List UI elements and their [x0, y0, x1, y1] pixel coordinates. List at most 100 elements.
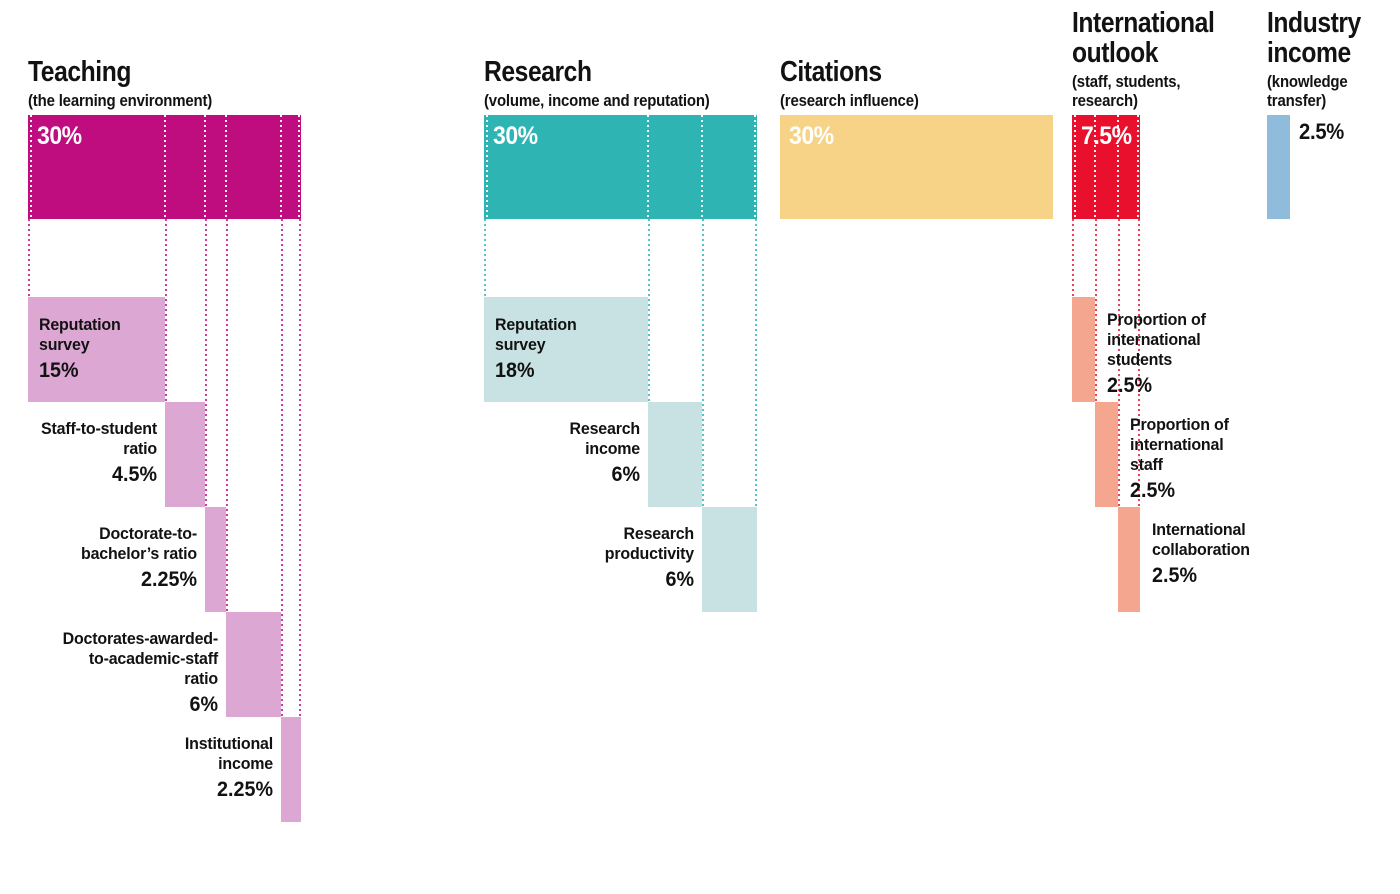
connector-dotted-line	[755, 219, 757, 507]
category-title-line: income	[1267, 37, 1351, 69]
sub-label-line: income	[217, 754, 273, 773]
connector-dotted-line	[647, 219, 650, 402]
sub-label-line: Doctorates-awarded-	[62, 629, 219, 648]
sub-label-line: collaboration	[1152, 540, 1251, 559]
category-header: International outlook (staff, students, res…	[1072, 8, 1240, 110]
sub-bar-label-doctorates-awarded-to-academic-staff-ratio: Doctorates-awarded-to-academic-staff rati…	[49, 629, 219, 717]
sub-label-line: ratio	[184, 669, 218, 688]
category-subtitle-line: (knowledge	[1267, 72, 1348, 91]
category-subtitle: (staff, students, research)	[1072, 72, 1219, 110]
category-subtitle-line: transfer)	[1267, 91, 1327, 110]
bar-divider-dotted-line	[1093, 115, 1096, 219]
main-bar-value: 2.5%	[1298, 119, 1344, 144]
sub-label-line: ratio	[122, 439, 157, 458]
sub-label-line: to-academic-staff	[88, 649, 218, 668]
sub-bar-value: 18%	[495, 359, 535, 382]
connector-dotted-line	[280, 219, 283, 717]
sub-bar-proportion-of-international-staff	[1094, 402, 1118, 507]
sub-bar-proportion-of-international-students	[1072, 297, 1095, 402]
sub-label-line: international	[1106, 330, 1201, 349]
bar-divider-dotted-line	[163, 115, 166, 219]
sub-bar-doctorates-awarded-to-academic-staff-ratio	[225, 612, 281, 717]
bar-edge-dotted-line	[1073, 115, 1076, 219]
bar-divider-dotted-line	[224, 115, 227, 219]
sub-label-line: Research	[623, 524, 695, 543]
sub-label-line: income	[584, 439, 640, 458]
sub-bar-doctorate-to-bachelor-s-ratio	[205, 507, 226, 612]
sub-bar-value: 6%	[611, 463, 640, 486]
category-subtitle-line: (the learning environment)	[28, 91, 213, 110]
main-bar-value: 30%	[493, 122, 538, 150]
sub-bar-international-collaboration	[1117, 507, 1141, 612]
category-subtitle-line: (staff, students,	[1072, 72, 1181, 91]
sub-label-line: international	[1129, 435, 1224, 454]
bar-edge-dotted-line	[485, 115, 488, 219]
connector-dotted-line	[1072, 219, 1074, 297]
category-subtitle-line: (research influence)	[780, 91, 919, 110]
category-title-line: Citations	[780, 56, 882, 88]
sub-bar-label-staff-to-student-ratio: Staff-to-student ratio 4.5%	[0, 419, 157, 487]
sub-bar-value: 4.5%	[111, 463, 157, 486]
bar-edge-dotted-line	[29, 115, 32, 219]
sub-label-line: students	[1106, 350, 1172, 369]
main-bar-teaching: 30%	[28, 115, 301, 219]
connector-dotted-line	[1094, 219, 1097, 402]
category-title-line: International	[1072, 7, 1215, 39]
category-subtitle: (volume, income and reputation)	[484, 91, 710, 110]
category-subtitle: (research influence)	[780, 91, 919, 110]
category-subtitle: (the learning environment)	[28, 91, 212, 110]
category-title: Citations	[780, 57, 914, 87]
sub-bar-value: 2.5%	[1106, 374, 1152, 397]
sub-label-line: Institutional	[184, 734, 273, 753]
sub-label-line: Proportion of	[1106, 310, 1206, 329]
sub-bar-label-research-income: Research income 6%	[471, 419, 640, 487]
category-title: International outlook	[1072, 7, 1215, 69]
bar-edge-dotted-line	[297, 115, 300, 219]
bar-divider-dotted-line	[646, 115, 649, 219]
category-subtitle-line: (volume, income and reputation)	[484, 91, 710, 110]
connector-dotted-line	[28, 219, 30, 297]
main-bar-research: 30%	[484, 115, 757, 219]
sub-label-line: Proportion of	[1129, 415, 1229, 434]
connector-dotted-line	[205, 219, 208, 507]
connector-dotted-line	[1117, 219, 1120, 507]
sub-bar-research-income	[647, 402, 703, 507]
sub-bar-label-proportion-of-international-staff: Proportion of international staff 2.5%	[1130, 415, 1271, 503]
bar-divider-dotted-line	[279, 115, 282, 219]
bar-divider-dotted-line	[701, 115, 704, 219]
sub-bar-label-international-collaboration: International collaboration 2.5%	[1152, 520, 1293, 588]
sub-label-line: staff	[1129, 455, 1163, 474]
sub-bar-value: 6%	[189, 693, 218, 716]
sub-bar-label-institutional-income: Institutional income 2.25%	[103, 734, 272, 802]
connector-dotted-line	[299, 219, 301, 717]
sub-label-line: Reputation	[495, 315, 577, 334]
category-header: Citations (research influence)	[780, 57, 938, 110]
sub-label-line: Doctorate-to-	[99, 524, 198, 543]
bar-divider-dotted-line	[204, 115, 207, 219]
sub-bar-value: 2.5%	[1152, 564, 1198, 587]
sub-bar-value: 2.5%	[1129, 479, 1175, 502]
main-bar-value: 30%	[37, 122, 82, 150]
main-bar-industry-income	[1267, 115, 1290, 219]
sub-label-line: International	[1152, 520, 1246, 539]
category-title-line: Teaching	[28, 56, 131, 88]
sub-label-line: survey	[39, 335, 90, 354]
category-header: Industry income (knowledge transfer)	[1267, 8, 1377, 110]
connector-dotted-line	[225, 219, 228, 612]
sub-bar-value: 15%	[39, 359, 79, 382]
sub-label-line: Reputation	[39, 315, 121, 334]
sub-label-line: survey	[495, 335, 546, 354]
category-subtitle-line: research)	[1072, 91, 1138, 110]
sub-bar-research-productivity	[702, 507, 757, 612]
main-bar-value: 7.5%	[1081, 122, 1132, 150]
sub-bar-label-reputation-survey: Reputation survey 15%	[39, 315, 152, 383]
main-bar-international-outlook: 7.5%	[1072, 115, 1141, 219]
connector-dotted-line	[164, 219, 167, 402]
category-title-line: outlook	[1072, 37, 1159, 69]
sub-bar-label-proportion-of-international-students: Proportion of international students 2.5%	[1107, 310, 1248, 398]
sub-bar-label-reputation-survey: Reputation survey 18%	[495, 315, 634, 383]
sub-bar-institutional-income	[280, 717, 301, 822]
sub-label-line: Research	[569, 419, 640, 438]
sub-bar-reputation-survey	[28, 297, 165, 402]
